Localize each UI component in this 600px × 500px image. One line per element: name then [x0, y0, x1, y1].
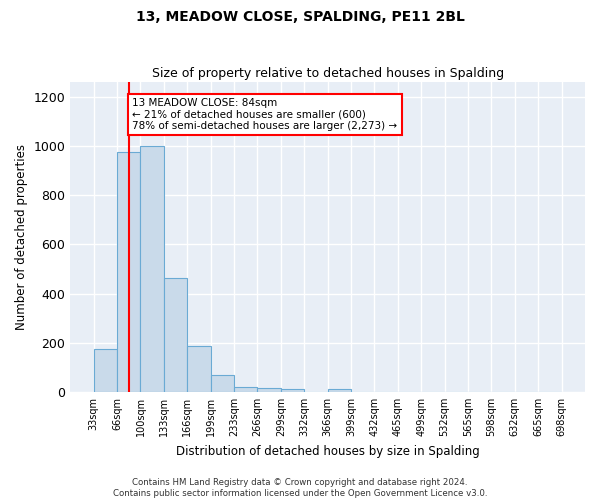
Bar [211, 374, 234, 392]
Bar [117, 152, 140, 392]
Bar [164, 278, 187, 392]
X-axis label: Distribution of detached houses by size in Spalding: Distribution of detached houses by size … [176, 444, 479, 458]
Text: 13 MEADOW CLOSE: 84sqm
← 21% of detached houses are smaller (600)
78% of semi-de: 13 MEADOW CLOSE: 84sqm ← 21% of detached… [132, 98, 397, 131]
Bar [94, 349, 117, 392]
Bar [234, 386, 257, 392]
Bar [187, 346, 211, 392]
Bar [257, 388, 281, 392]
Title: Size of property relative to detached houses in Spalding: Size of property relative to detached ho… [152, 66, 504, 80]
Text: 13, MEADOW CLOSE, SPALDING, PE11 2BL: 13, MEADOW CLOSE, SPALDING, PE11 2BL [136, 10, 464, 24]
Bar [328, 390, 351, 392]
Bar [140, 146, 164, 392]
Y-axis label: Number of detached properties: Number of detached properties [15, 144, 28, 330]
Text: Contains HM Land Registry data © Crown copyright and database right 2024.
Contai: Contains HM Land Registry data © Crown c… [113, 478, 487, 498]
Bar [281, 390, 304, 392]
